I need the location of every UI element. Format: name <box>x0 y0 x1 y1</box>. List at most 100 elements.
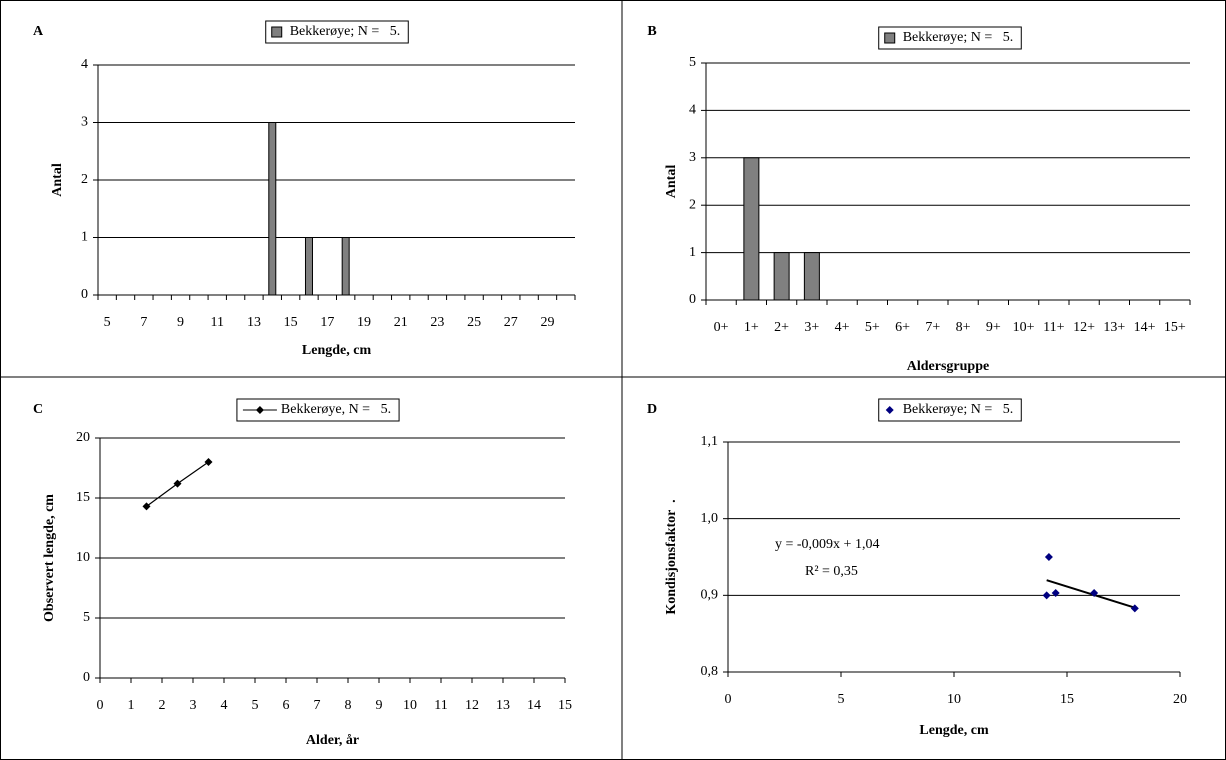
x-tick-label: 13+ <box>1103 320 1125 335</box>
annotation: R² = 0,35 <box>805 564 858 579</box>
x-tick-label: 7 <box>314 698 321 713</box>
x-tick-label: 2+ <box>774 320 789 335</box>
x-tick-label: 9 <box>376 698 383 713</box>
x-tick-label: 4+ <box>835 320 850 335</box>
x-tick-label: 9 <box>177 315 184 330</box>
legend-key <box>884 32 896 44</box>
annotation: y = -0,009x + 1,04 <box>775 537 879 552</box>
x-tick-label: 11 <box>434 698 447 713</box>
legend-box <box>236 398 400 422</box>
y-tick-label: 3 <box>81 115 88 130</box>
y-tick-label: 1 <box>81 230 88 245</box>
x-tick-label: 25 <box>467 315 481 330</box>
x-axis-title: Lengde, cm <box>302 343 372 358</box>
y-axis-title: Kondisjonsfaktor . <box>664 499 679 614</box>
bar <box>743 157 760 301</box>
x-tick-label: 8+ <box>956 320 971 335</box>
trendline <box>1046 579 1136 609</box>
legend-box <box>878 398 1022 422</box>
x-tick-label: 10 <box>403 698 417 713</box>
y-tick-label: 1,0 <box>701 511 719 526</box>
y-tick-label: 4 <box>689 103 696 118</box>
x-tick-label: 11+ <box>1043 320 1064 335</box>
x-tick-label: 1 <box>128 698 135 713</box>
y-axis-title: Antal <box>50 163 65 197</box>
y-tick-label: 1,1 <box>701 434 719 449</box>
x-tick-label: 15+ <box>1164 320 1186 335</box>
bar <box>341 237 350 296</box>
data-point <box>1051 589 1060 598</box>
x-tick-label: 8 <box>345 698 352 713</box>
x-tick-label: 0 <box>725 692 732 707</box>
panel-letter: A <box>33 24 44 39</box>
x-tick-label: 12 <box>465 698 479 713</box>
y-tick-label: 0,8 <box>701 664 719 679</box>
data-point <box>1130 604 1139 613</box>
x-axis-title: Alder, år <box>306 733 359 748</box>
x-tick-label: 13 <box>496 698 510 713</box>
panel-letter: D <box>647 402 657 417</box>
y-tick-label: 15 <box>76 490 90 505</box>
legend-label: Bekkerøye, N = 5. <box>281 402 391 417</box>
x-tick-label: 15 <box>1060 692 1074 707</box>
x-tick-label: 13 <box>247 315 261 330</box>
y-tick-label: 4 <box>81 57 88 72</box>
x-tick-label: 29 <box>540 315 554 330</box>
x-axis-title: Aldersgruppe <box>907 359 989 374</box>
x-tick-label: 7 <box>140 315 147 330</box>
y-tick-label: 0 <box>81 287 88 302</box>
x-tick-label: 19 <box>357 315 371 330</box>
x-tick-label: 5 <box>104 315 111 330</box>
y-axis-title: Antal <box>664 165 679 199</box>
data-point <box>204 458 213 466</box>
y-tick-label: 0,9 <box>701 588 719 603</box>
legend-label: Bekkerøye; N = 5. <box>903 30 1014 45</box>
bar <box>773 252 790 301</box>
legend-key <box>885 406 894 414</box>
bar <box>268 122 277 296</box>
data-point <box>1044 553 1053 561</box>
x-tick-label: 20 <box>1173 692 1187 707</box>
x-tick-label: 4 <box>221 698 228 713</box>
x-tick-label: 10 <box>947 692 961 707</box>
y-tick-label: 0 <box>689 292 696 307</box>
y-tick-label: 3 <box>689 150 696 165</box>
panel-letter: C <box>33 402 43 417</box>
panel-letter: B <box>647 24 656 39</box>
x-tick-label: 1+ <box>744 320 759 335</box>
x-axis-title: Lengde, cm <box>919 723 989 738</box>
y-tick-label: 2 <box>81 172 88 187</box>
data-point <box>1090 589 1099 598</box>
data-point <box>142 502 151 511</box>
x-tick-label: 0 <box>97 698 104 713</box>
legend-key <box>255 406 264 414</box>
y-tick-label: 0 <box>83 670 90 685</box>
y-axis-title: Observert lengde, cm <box>42 494 57 622</box>
x-tick-label: 14 <box>527 698 541 713</box>
bar <box>304 237 313 296</box>
x-tick-label: 6 <box>283 698 290 713</box>
y-tick-label: 20 <box>76 430 90 445</box>
x-tick-label: 7+ <box>925 320 940 335</box>
x-tick-label: 9+ <box>986 320 1001 335</box>
data-point <box>1042 591 1051 600</box>
x-tick-label: 17 <box>320 315 334 330</box>
x-tick-label: 5 <box>252 698 259 713</box>
legend-key <box>271 26 283 38</box>
x-tick-label: 14+ <box>1134 320 1156 335</box>
x-tick-label: 2 <box>159 698 166 713</box>
x-tick-label: 5 <box>838 692 845 707</box>
x-tick-label: 15 <box>284 315 298 330</box>
y-tick-label: 1 <box>689 245 696 260</box>
x-tick-label: 11 <box>211 315 224 330</box>
y-tick-label: 10 <box>76 550 90 565</box>
legend-box <box>265 20 409 44</box>
x-tick-label: 21 <box>394 315 408 330</box>
y-tick-label: 5 <box>83 610 90 625</box>
x-tick-label: 12+ <box>1073 320 1095 335</box>
x-tick-label: 27 <box>504 315 518 330</box>
y-tick-label: 5 <box>689 55 696 70</box>
x-tick-label: 5+ <box>865 320 880 335</box>
